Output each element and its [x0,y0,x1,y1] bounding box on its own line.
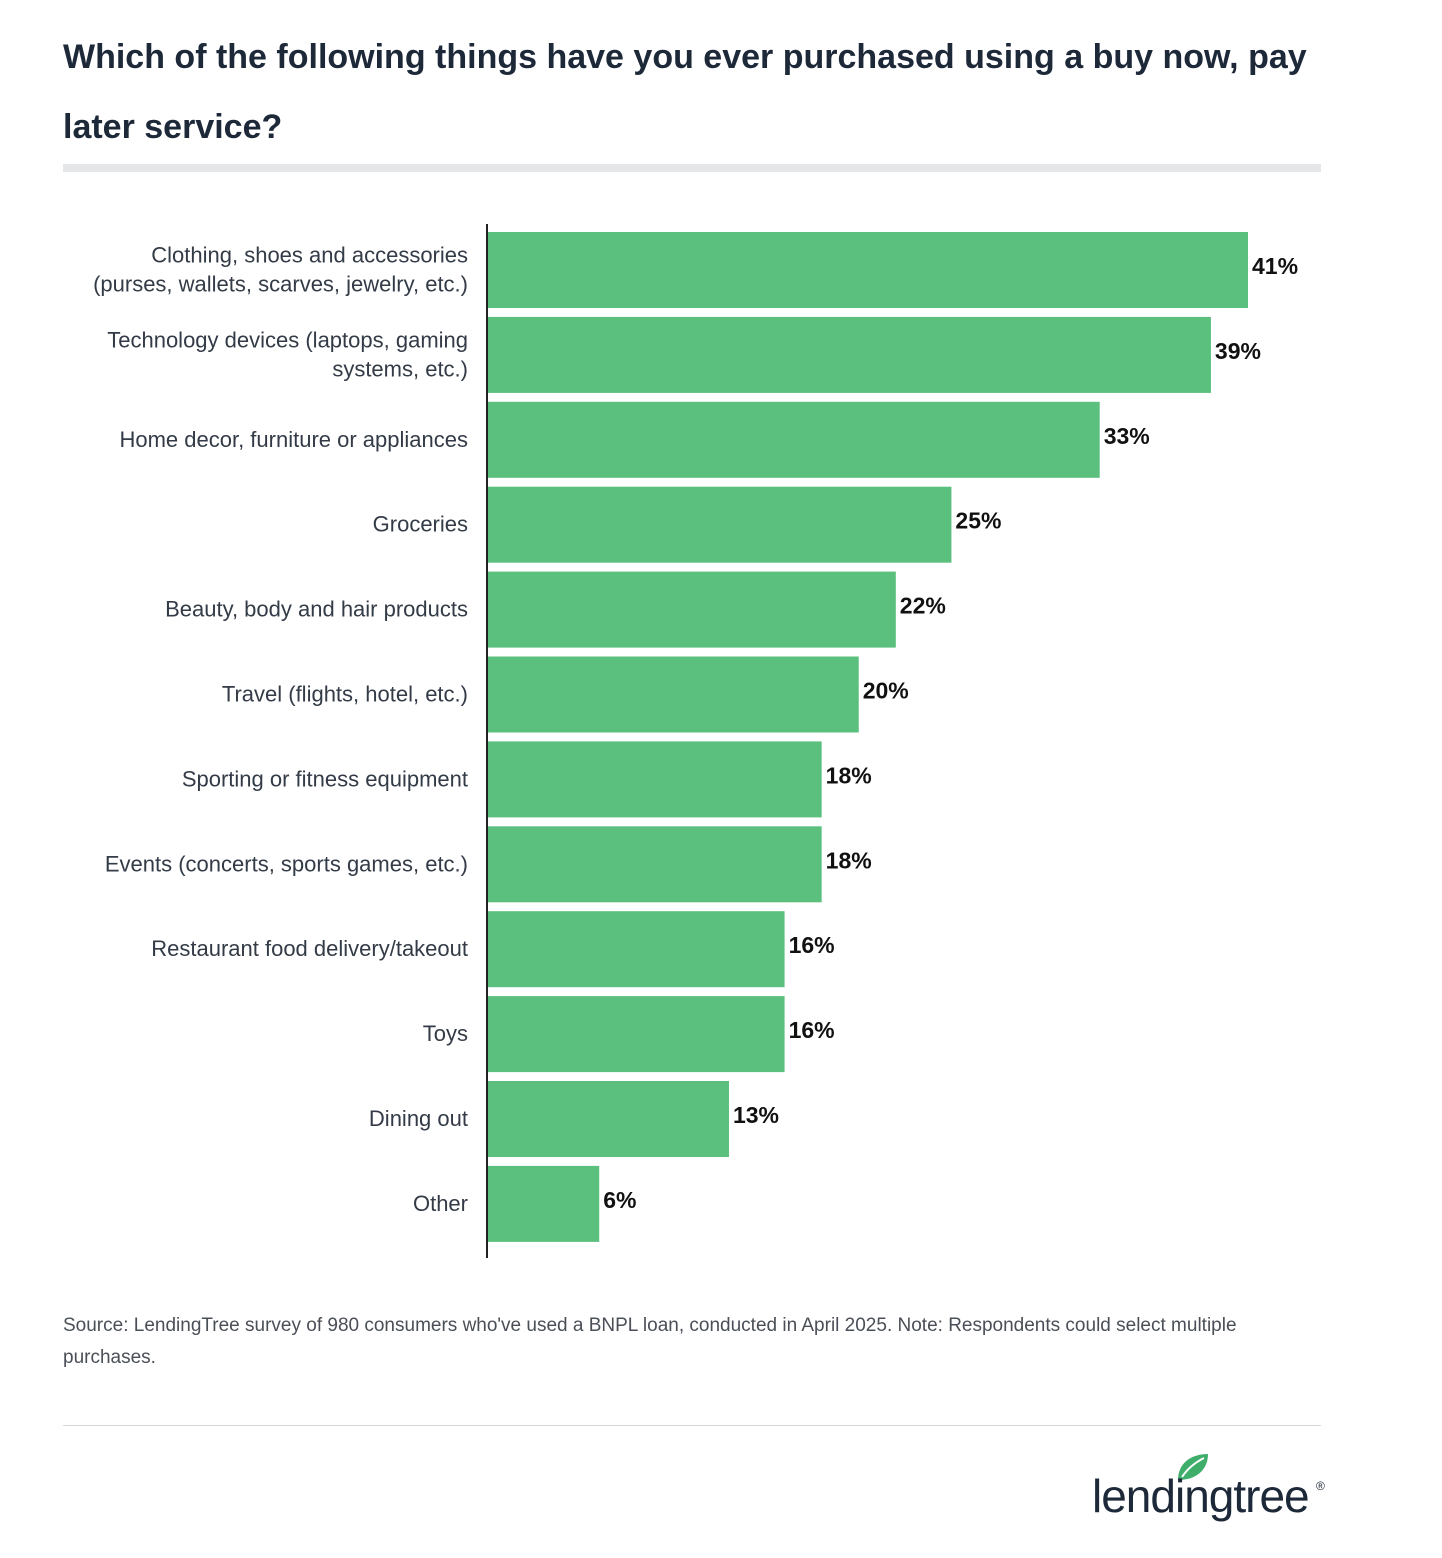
value-label: 6% [603,1187,636,1213]
chart-title: Which of the following things have you e… [63,38,1307,146]
bar [488,486,952,563]
category-label: Travel (flights, hotel, etc.) [222,682,468,707]
value-label: 25% [955,508,1001,534]
bar [488,401,1100,478]
category-label: Dining out [369,1106,468,1131]
category-label: Home decor, furniture or appliances [119,427,468,452]
bar [488,316,1211,393]
value-label: 33% [1104,423,1150,449]
category-label: Beauty, body and hair products [165,597,468,622]
category-label: Events (concerts, sports games, etc.) [105,851,468,876]
value-label: 16% [789,1017,835,1043]
bar [488,1081,729,1157]
value-label: 20% [863,678,909,704]
category-label: (purses, wallets, scarves, jewelry, etc.… [93,272,468,297]
bar [488,996,785,1073]
bar [488,232,1248,308]
leaf-icon [1178,1454,1208,1480]
category-label: Toys [423,1021,468,1046]
value-label: 39% [1215,338,1261,364]
category-label: Sporting or fitness equipment [182,766,468,791]
bar [488,741,822,818]
category-label: Clothing, shoes and accessories [151,243,468,268]
value-label: 18% [826,847,872,873]
value-label: 22% [900,593,946,619]
footer-divider [63,1425,1321,1426]
registered-mark: ® [1316,1479,1325,1493]
value-label: 13% [733,1102,779,1128]
lendingtree-logo: lendingtree ® [1090,1450,1330,1530]
bar [488,911,785,988]
bar [488,571,896,648]
bar-chart: 41% Clothing, shoes and accessories (purse… [0,220,1442,1265]
bar [488,656,859,733]
bar-chart-svg: 41% Clothing, shoes and accessories (purse… [93,224,1298,1258]
value-label: 16% [789,932,835,958]
category-label: systems, etc.) [332,356,468,381]
category-label: Technology devices (laptops, gaming [107,327,468,352]
category-label: Restaurant food delivery/takeout [151,936,468,961]
category-label: Other [413,1191,468,1216]
title-divider [63,164,1321,172]
category-label: Groceries [373,512,468,537]
bar [488,1165,600,1242]
value-label: 41% [1252,253,1298,279]
value-label: 18% [826,762,872,788]
bar [488,826,822,903]
brand-name: lendingtree [1092,1470,1309,1522]
source-note: Source: LendingTree survey of 980 consum… [63,1315,1237,1368]
